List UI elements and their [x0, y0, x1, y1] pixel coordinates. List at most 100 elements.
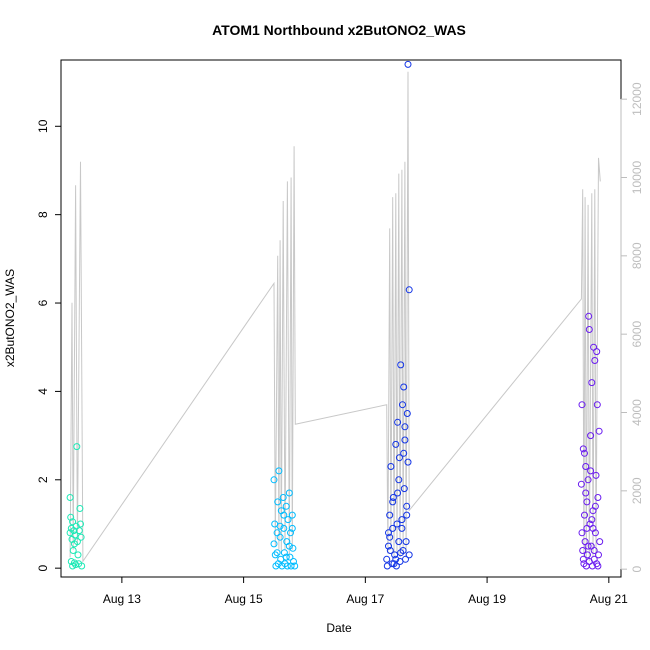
data-point	[395, 454, 403, 462]
data-point	[284, 516, 292, 524]
chart-title: ATOM1 Northbound x2ButONO2_WAS	[212, 22, 466, 38]
data-point	[399, 547, 407, 554]
data-point	[279, 494, 287, 501]
altitude-line-layer	[69, 71, 601, 563]
data-point	[280, 511, 288, 519]
data-point	[587, 467, 595, 475]
data-point	[291, 562, 299, 570]
data-point	[394, 418, 402, 426]
data-point	[578, 401, 586, 409]
data-point	[386, 511, 394, 519]
data-point	[392, 562, 400, 570]
data-point	[585, 326, 593, 333]
data-point	[403, 511, 411, 519]
data-point	[392, 555, 400, 563]
y2-tick-label: 2000	[630, 477, 644, 504]
y2-tick-label: 4000	[630, 399, 644, 426]
data-point	[75, 527, 83, 535]
x-tick-label: Aug 17	[346, 592, 384, 606]
data-point	[404, 458, 412, 466]
data-point	[397, 361, 405, 369]
data-point	[577, 480, 585, 488]
data-point	[579, 547, 587, 554]
data-point	[579, 445, 587, 453]
data-point	[66, 494, 74, 501]
data-point	[282, 553, 290, 561]
y2-tick-label: 8000	[630, 242, 644, 269]
data-point	[67, 513, 75, 521]
data-point	[400, 383, 408, 391]
data-point	[383, 555, 391, 563]
x-tick-label: Aug 19	[468, 592, 506, 606]
data-point	[281, 560, 289, 568]
data-point	[403, 410, 411, 417]
data-point	[405, 551, 413, 559]
x-tick-label: Aug 15	[225, 592, 263, 606]
data-point	[588, 379, 596, 387]
data-point	[385, 529, 392, 537]
data-point	[595, 551, 602, 559]
data-point	[289, 544, 297, 552]
data-point	[78, 562, 86, 570]
data-point	[73, 443, 81, 451]
data-point	[395, 476, 403, 484]
data-point	[589, 524, 597, 532]
data-point	[386, 533, 394, 541]
altitude-line	[69, 71, 601, 563]
data-point	[584, 551, 591, 559]
data-point	[578, 529, 586, 537]
data-point	[403, 502, 411, 510]
data-point	[276, 533, 284, 541]
data-point	[398, 524, 406, 532]
data-point	[274, 498, 282, 506]
plot-area-frame	[60, 59, 622, 578]
data-point	[276, 522, 284, 530]
data-point	[77, 520, 84, 528]
data-point	[590, 547, 598, 554]
data-point	[77, 533, 85, 541]
data-point	[402, 555, 409, 563]
data-point	[401, 423, 409, 431]
data-point	[398, 516, 406, 524]
data-point	[397, 549, 405, 557]
data-point	[401, 436, 409, 444]
data-point	[595, 427, 603, 435]
data-point	[400, 449, 408, 457]
data-point	[592, 471, 600, 479]
data-point	[588, 516, 596, 524]
data-point	[285, 542, 293, 550]
data-point	[596, 538, 604, 546]
data-point	[275, 467, 283, 475]
data-point	[394, 489, 402, 497]
data-point	[402, 538, 410, 546]
data-point	[69, 518, 77, 526]
data-point	[405, 286, 413, 294]
data-point	[69, 547, 77, 554]
data-point	[593, 401, 601, 409]
data-point	[584, 476, 592, 484]
data-point	[391, 551, 399, 559]
data-point	[393, 520, 401, 528]
data-point	[400, 485, 408, 493]
y-axis-label: x2ButONO2_WAS	[3, 269, 17, 367]
data-point	[581, 449, 588, 457]
data-point	[270, 476, 278, 484]
data-point	[390, 560, 398, 568]
data-point	[288, 524, 296, 532]
y-tick-label: 10	[36, 119, 50, 133]
data-points-layer	[66, 60, 604, 570]
data-point	[389, 498, 397, 506]
data-point	[280, 524, 288, 532]
data-point	[270, 540, 278, 548]
data-point	[389, 494, 397, 501]
data-point	[399, 401, 406, 409]
y-tick-label: 2	[36, 476, 50, 483]
data-point	[285, 489, 293, 497]
data-point	[582, 463, 590, 470]
data-point	[282, 502, 290, 510]
data-point	[582, 489, 590, 497]
data-point	[76, 505, 84, 512]
data-point	[395, 538, 403, 546]
data-point	[387, 463, 395, 470]
